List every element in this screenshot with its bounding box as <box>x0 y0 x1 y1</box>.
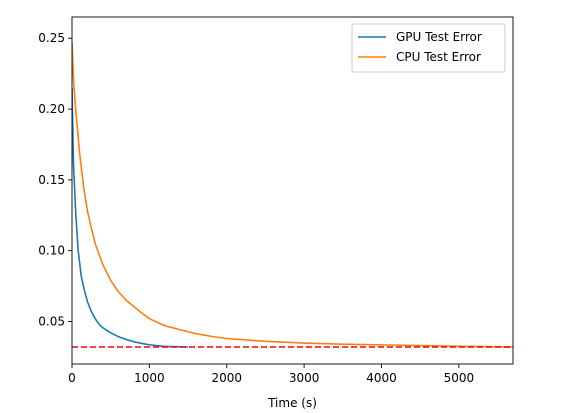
series-group <box>72 42 513 348</box>
x-tick-label: 0 <box>68 371 76 385</box>
axes-frame <box>71 16 514 365</box>
y-tick-label: 0.25 <box>38 31 65 45</box>
x-axis-label: Time (s) <box>267 396 317 410</box>
legend-box <box>351 23 506 73</box>
y-tick-label: 0.20 <box>38 102 65 116</box>
legend: GPU Test Error CPU Test Error <box>351 23 506 73</box>
y-tick-label: 0.15 <box>38 173 65 187</box>
plot-area <box>72 17 513 364</box>
x-tick-label: 2000 <box>211 371 242 385</box>
series-line-gpu-test-error <box>72 87 189 348</box>
legend-label-cpu-test-error: CPU Test Error <box>396 50 481 64</box>
y-tick-label: 0.10 <box>38 244 65 258</box>
plot-background <box>72 17 513 364</box>
axes: 0 1000 2000 3000 4000 5000 0.05 0.10 0.15 0.20 0.2… <box>38 16 514 410</box>
x-tick-label: 3000 <box>289 371 320 385</box>
x-tick-label: 4000 <box>366 371 397 385</box>
legend-label-gpu-test-error: GPU Test Error <box>396 30 482 44</box>
series-line-cpu-test-error <box>72 42 513 348</box>
y-tick-label: 0.05 <box>38 315 65 329</box>
x-tick-label: 1000 <box>134 371 165 385</box>
x-tick-label: 5000 <box>444 371 475 385</box>
